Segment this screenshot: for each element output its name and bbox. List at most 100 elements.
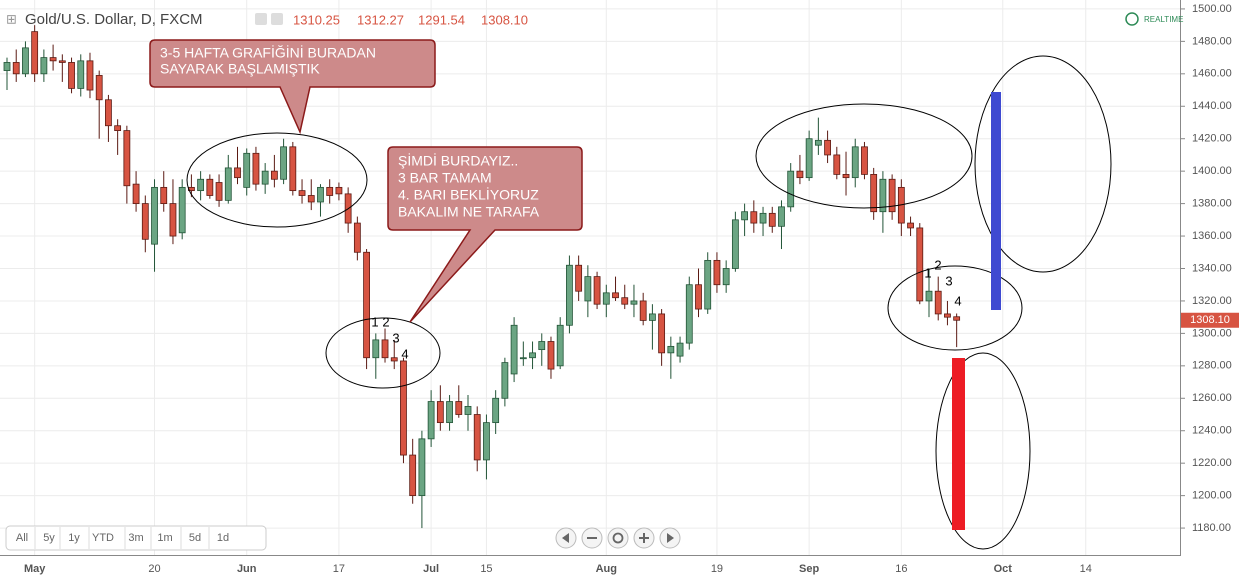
candle-body [556,324,564,367]
range-button[interactable]: 3m [128,532,143,544]
candle-body [353,222,361,253]
x-tick-label: Jul [423,563,439,575]
candle-body [547,341,555,370]
candle-body [759,212,767,224]
close-value: 1308.10 [481,12,528,27]
bar-count-label: 4 [954,293,961,308]
bar-count-label: 2 [934,257,941,272]
candle-body [317,186,324,203]
icon [643,533,645,543]
x-tick-label: 14 [1080,563,1092,575]
candle-body [731,219,739,269]
range-button[interactable]: 1m [157,532,172,544]
candle-body [621,297,629,305]
candle-body [446,401,453,424]
candle-body [879,178,887,213]
ellipse [974,55,1112,273]
candle-body [372,339,380,359]
candle-body [326,186,334,196]
icon [587,537,597,539]
nav-icons [562,532,674,544]
candle-body [12,62,20,75]
candle-body [519,357,527,360]
y-tick-label: 1440.00 [1192,100,1232,112]
reset[interactable] [607,527,629,549]
candle-body [833,154,841,175]
settings-icon[interactable] [271,13,283,25]
candle-body [916,227,924,302]
callout-text: 3-5 HAFTA GRAFİĞİNİ BURADAN [160,44,376,61]
candle-body [814,139,822,146]
range-button[interactable]: All [16,532,28,544]
callout-box [149,39,436,135]
candle-body [695,284,702,310]
range-button[interactable]: 5d [189,532,201,544]
y-tick-label: 1500.00 [1192,3,1232,15]
candle-body [270,170,278,180]
candle-body [538,341,546,351]
bar-count-label: 1 [371,314,378,329]
candle-body [95,75,103,101]
bar-count-label: 3 [945,273,952,288]
nav-buttons [555,527,681,549]
y-tick-label: 1360.00 [1192,230,1232,242]
candle-body [796,170,804,179]
candle-body [566,264,573,326]
candle-body [436,401,444,424]
candle-body [22,47,29,75]
candle-body [132,183,140,205]
candle-body [363,251,370,359]
y-tick-label: 1180.00 [1192,522,1231,534]
candle-body [649,313,656,321]
callout-text: SAYARAK BAŞLAMIŞTIK [160,61,320,77]
last-price-label: 1308.10 [1190,314,1230,326]
low-value: 1291.54 [418,12,465,27]
y-tick-label: 1280.00 [1192,360,1232,372]
candle-body [151,186,158,245]
callout-text: ŞİMDİ BURDAYIZ.. [398,152,518,169]
candle-body [602,292,610,305]
realtime-label: REALTIME [1144,15,1183,24]
candle-body [639,300,647,321]
blue-bar [991,92,1001,310]
candle-body [141,203,149,240]
candle-body [741,211,748,221]
candle-body [68,62,75,89]
candle-body [289,146,297,192]
candle-body [529,352,536,359]
candle-body [381,339,389,359]
candle-body [907,222,914,229]
y-tick-label: 1260.00 [1192,392,1232,404]
candle-body [510,324,518,375]
range-button[interactable]: YTD [92,532,114,544]
range-buttons [5,525,267,551]
candle-body [280,146,288,180]
candle-body [778,206,785,227]
eye-icon[interactable] [255,13,267,25]
range-button[interactable]: 1y [68,532,80,544]
range-button[interactable]: 5y [43,532,55,544]
candle-body [492,397,500,424]
y-tick-label: 1420.00 [1192,133,1232,145]
candle-body [953,316,961,321]
candle-body [105,99,112,127]
candle-body [704,259,712,310]
y-tick-label: 1480.00 [1192,35,1232,47]
candle-body [400,360,407,456]
candle-body [114,125,122,131]
range-button[interactable]: 1d [217,532,229,544]
x-tick-label: 17 [333,563,345,575]
candle-body [787,170,795,208]
candle-body [418,438,426,497]
candle-body [925,290,933,302]
candle-body [390,357,398,362]
candle-body [31,31,39,75]
candle-body [261,170,269,185]
candle-body [768,212,776,227]
candle-body [473,414,481,461]
candle-body [123,130,131,187]
candle-body [575,264,583,292]
add-icon[interactable]: ⊞ [6,11,17,26]
